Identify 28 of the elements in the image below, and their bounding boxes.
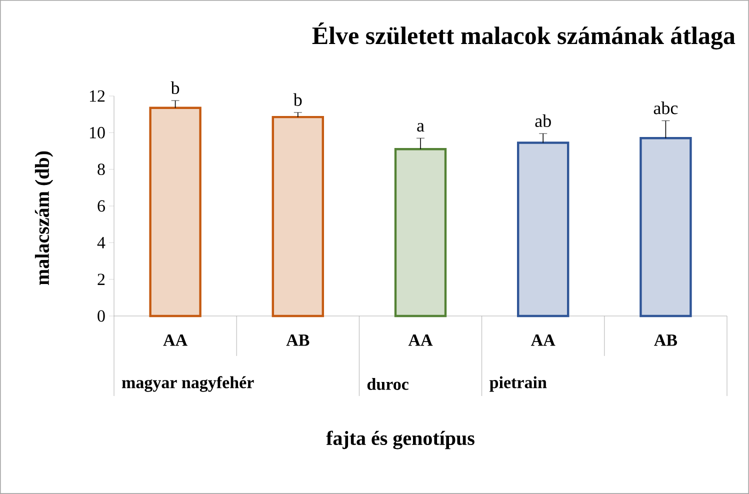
y-tick-label: 2 (98, 274, 105, 285)
x-tick-label: AB (654, 334, 678, 346)
bar (640, 137, 692, 318)
bar (272, 116, 324, 318)
text: pietrain (490, 376, 547, 392)
x-tick-label: AB (286, 334, 310, 346)
y-tick-label: 0 (98, 310, 105, 322)
bar (149, 106, 202, 318)
annotation: abc (654, 102, 678, 114)
y-tick-label: 12 (90, 90, 105, 102)
x-tick-label: AA (531, 334, 556, 346)
bar (517, 142, 570, 318)
annotation: ab (535, 114, 551, 128)
y-tick-label: 4 (97, 237, 106, 248)
annotation: a (417, 123, 424, 132)
bar (394, 148, 447, 318)
text: b (170, 81, 180, 94)
y-tick-label: 10 (90, 126, 105, 138)
annotation: b (293, 93, 302, 106)
x-tick-label: AA (163, 334, 188, 346)
y-axis-title: malacszám (db) (34, 151, 54, 285)
text: duroc (367, 378, 408, 390)
x-tick-label: AA (408, 334, 433, 346)
y-tick-label: 6 (98, 200, 105, 212)
text: magyar nagyfehér (122, 376, 254, 392)
x-axis-title: fajta és genotípus (326, 430, 474, 450)
chart-title: Élve született malacok számának átlaga (312, 22, 736, 50)
y-tick-label: 8 (98, 164, 105, 176)
